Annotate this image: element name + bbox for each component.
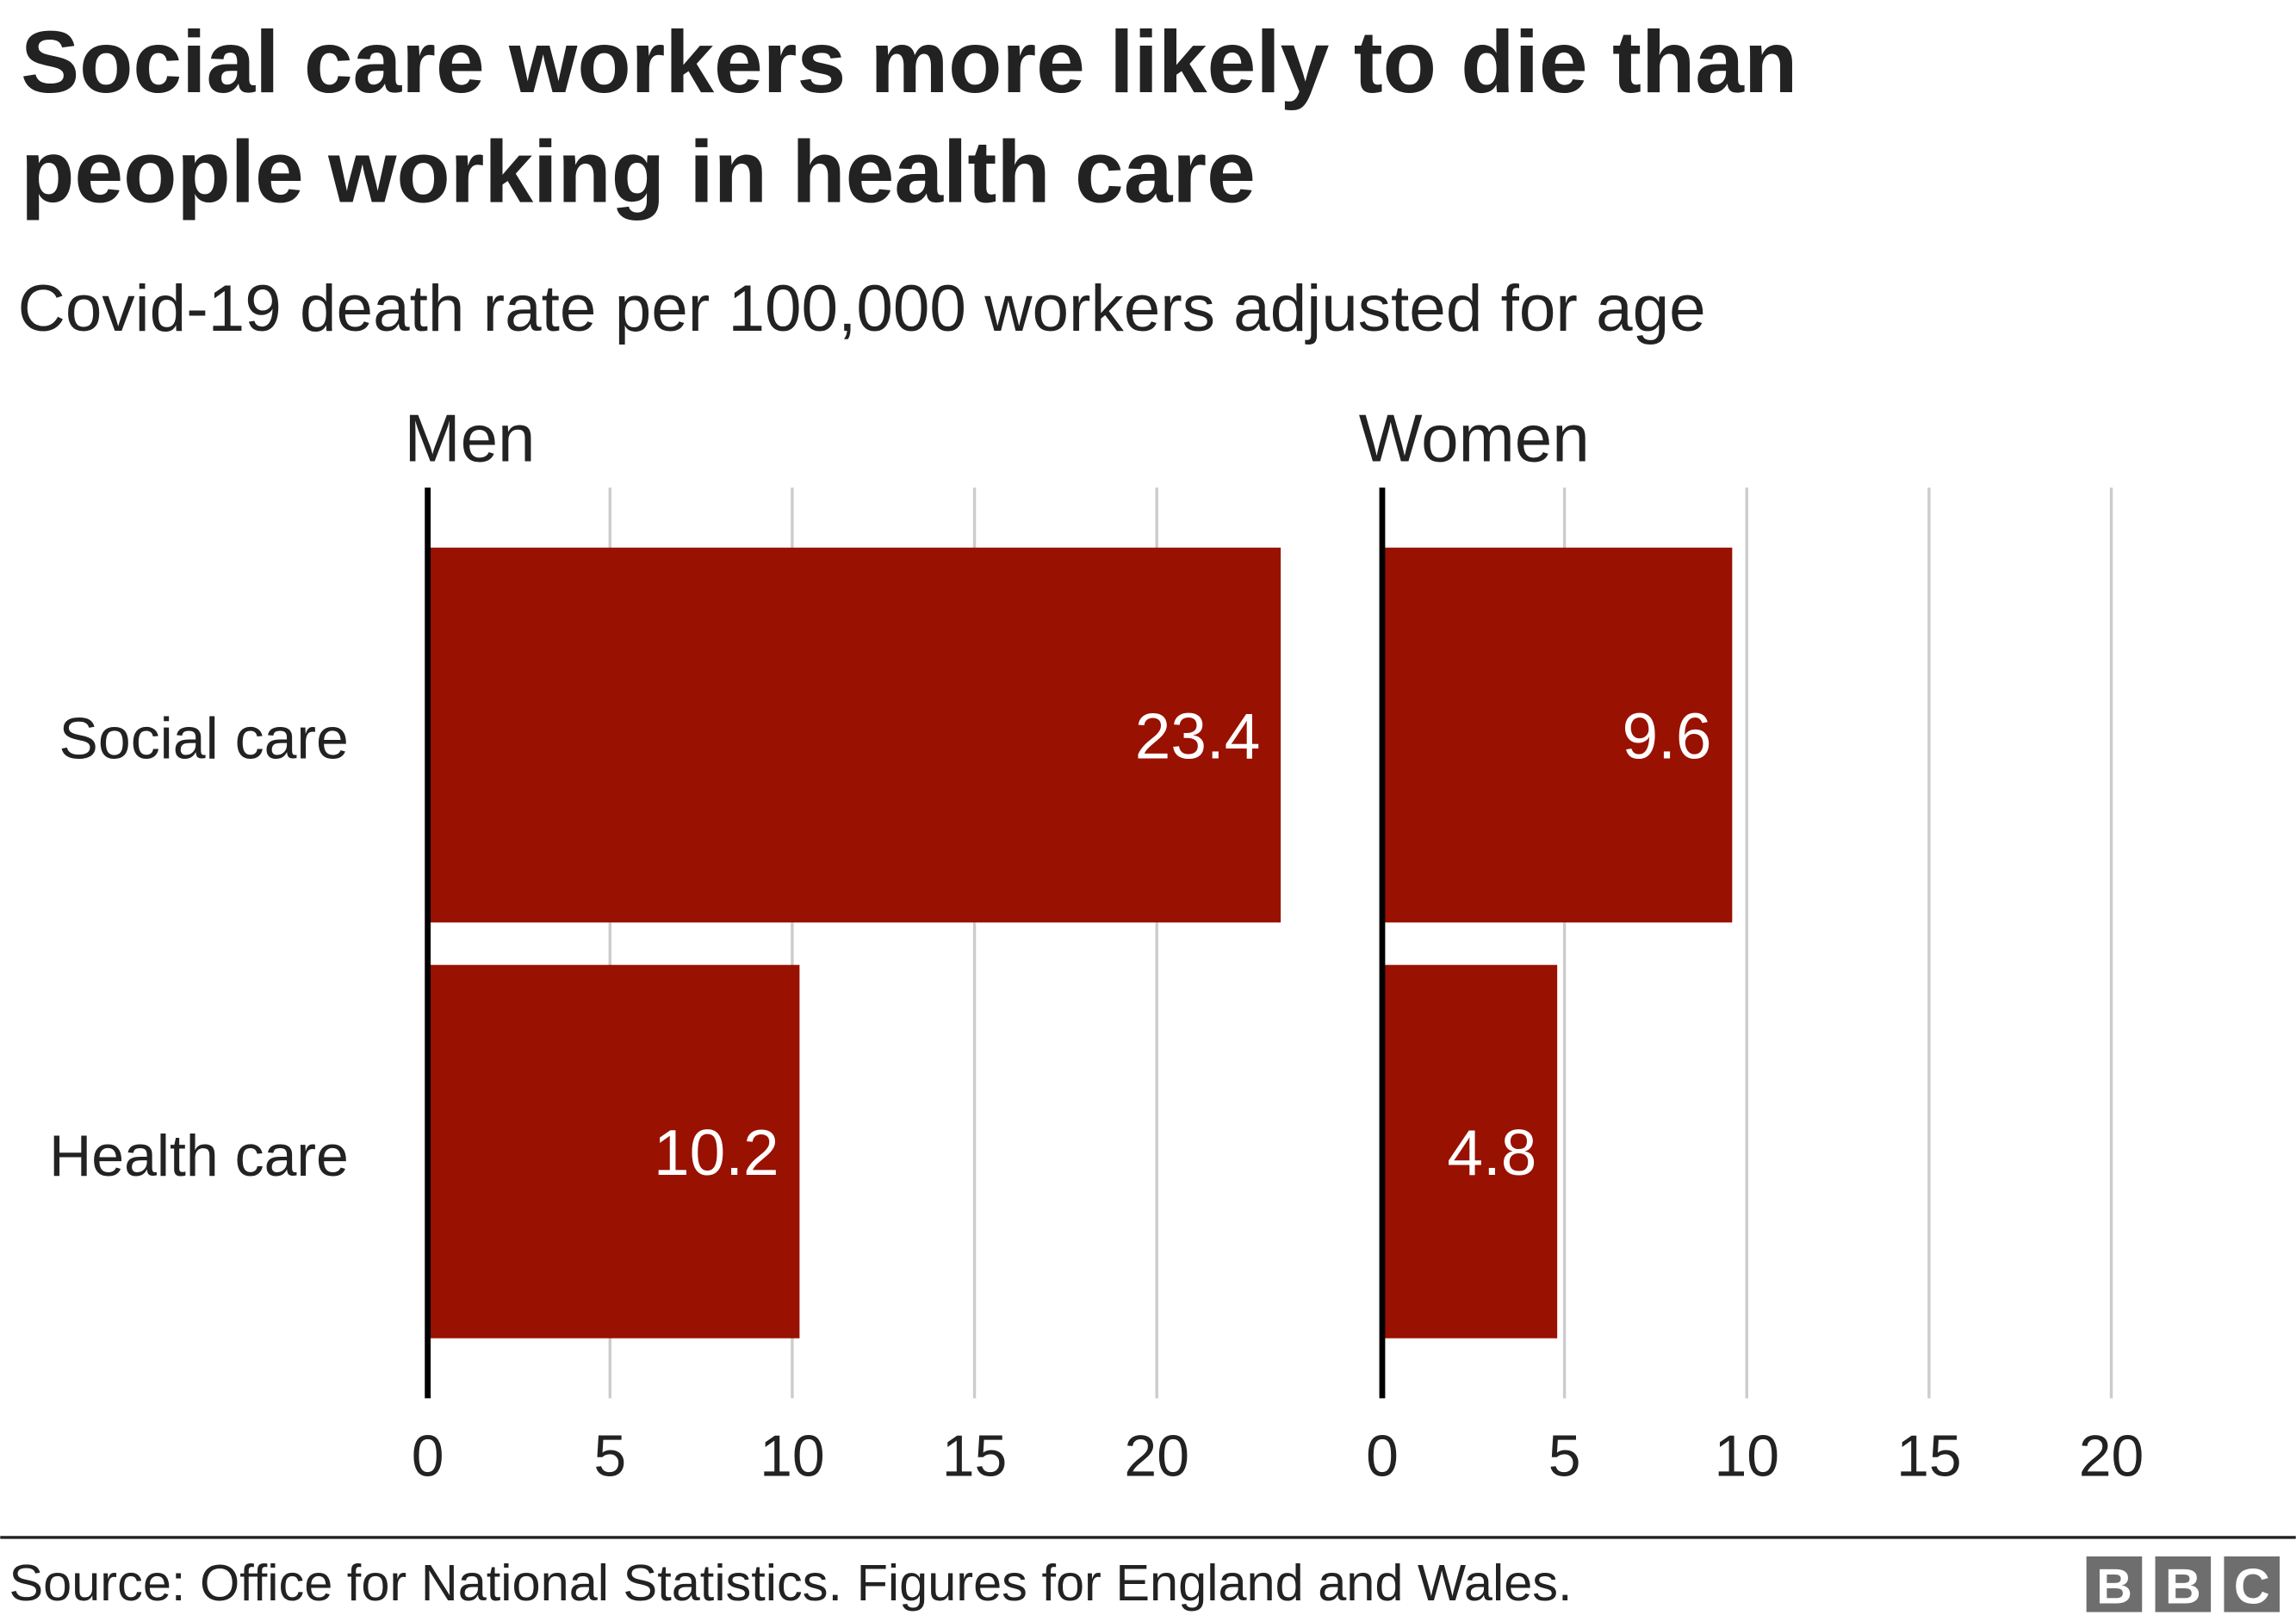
x-tick-label-men: 20: [1124, 1424, 1189, 1489]
svg-text:C: C: [2234, 1559, 2270, 1614]
chart-subtitle: Covid-19 death rate per 100,000 workers …: [18, 272, 1706, 345]
panel-title-men: Men: [404, 400, 535, 475]
bar-women-health-care: [1381, 965, 1558, 1339]
x-tick-label-men: 10: [760, 1424, 825, 1489]
data-label: 9.6: [1623, 700, 1712, 773]
data-label: 10.2: [654, 1116, 779, 1189]
x-tick-label-women: 5: [1548, 1424, 1581, 1489]
x-tick-label-women: 0: [1366, 1424, 1399, 1489]
data-label: 4.8: [1447, 1116, 1536, 1189]
bar-women-social-care: [1381, 547, 1733, 922]
bbc-logo: B B C: [2086, 1556, 2280, 1614]
data-label: 23.4: [1135, 700, 1261, 773]
x-tick-label-men: 5: [593, 1424, 626, 1489]
x-tick-label-men: 0: [412, 1424, 444, 1489]
x-tick-label-women: 20: [2079, 1424, 2144, 1489]
svg-text:B: B: [2096, 1559, 2132, 1614]
x-tick-label-women: 15: [1896, 1424, 1962, 1489]
bar-men-social-care: [427, 547, 1281, 922]
x-tick-label-women: 10: [1714, 1424, 1779, 1489]
chart-title-line-1: Social care workers more likely to die t…: [21, 13, 1797, 111]
svg-text:B: B: [2165, 1559, 2201, 1614]
source-note: Source: Office for National Statistics. …: [9, 1554, 1572, 1612]
category-label-social-care: Social care: [59, 706, 349, 772]
x-tick-label-men: 15: [942, 1424, 1008, 1489]
bar-men-health-care: [427, 965, 800, 1339]
panel-title-women: Women: [1359, 400, 1590, 475]
chart-title-line-2: people working in health care: [21, 123, 1256, 221]
category-label-health-care: Health care: [49, 1123, 349, 1189]
